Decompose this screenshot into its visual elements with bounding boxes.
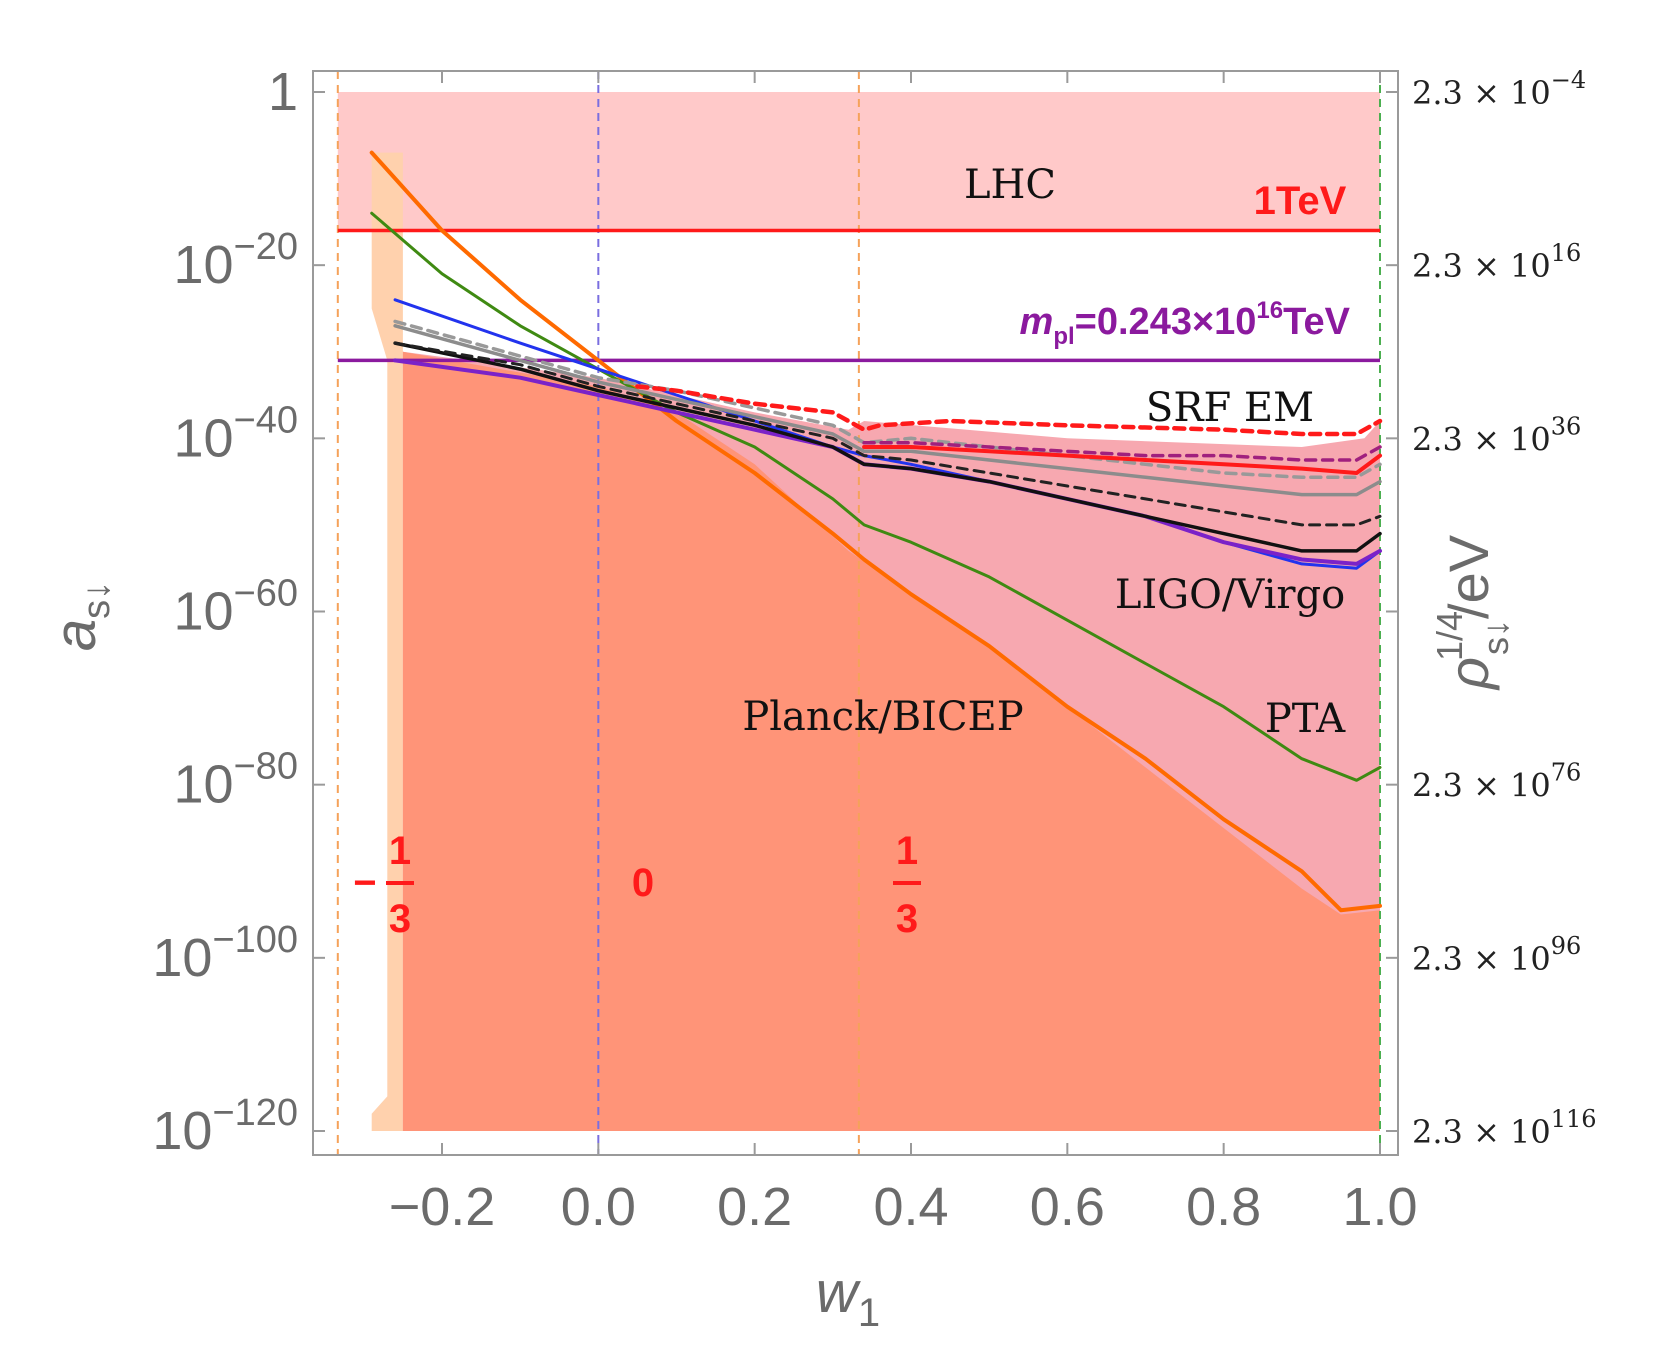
y-tick-label: 1 (268, 62, 298, 122)
y-tick-label: 10−60 (173, 573, 298, 642)
annotation-1tev: 1TeV (1254, 179, 1347, 223)
plot-frame-rect (312, 70, 1399, 1156)
series-green (370, 211, 1382, 782)
series-orange (369, 150, 1382, 913)
annotation-ligo-virgo: LIGO/Virgo (1115, 572, 1345, 618)
y-tick-label: 10−40 (173, 399, 298, 468)
annotation-minus-third-sign: − (353, 861, 376, 905)
annotation-srf-em: SRF EM (1146, 385, 1314, 431)
y2-tick-label: 2.3 × 1016 (1412, 239, 1581, 285)
y-axis-label: as↓ (43, 581, 118, 651)
y-tick-label: 10−20 (173, 226, 298, 295)
region-light-orange (371, 152, 403, 1132)
annotation-lhc: LHC (964, 162, 1056, 208)
series-black (393, 341, 1382, 553)
annotation-minus-third-den: 3 (389, 897, 411, 941)
x-tick-label: 0.6 (1030, 1177, 1105, 1237)
y-tick-label: 10−100 (152, 919, 298, 988)
series-blue (393, 298, 1382, 570)
annotation-mpl: mpl=0.243×1016TeV (1020, 297, 1351, 350)
region-planck (402, 351, 1380, 1131)
y-tick-label: 10−120 (152, 1092, 298, 1161)
series-red-dashed (635, 384, 1383, 437)
x-tick-label: 0.2 (717, 1177, 792, 1237)
annotation-third-num: 1 (896, 829, 918, 873)
series-gray (393, 324, 1382, 497)
y2-axis-label: ρ1/4 s↓/eV (1429, 534, 1516, 691)
series-red (862, 445, 1382, 475)
x-axis-label: w1 (816, 1260, 880, 1335)
x-tick-label: 0.8 (1186, 1177, 1261, 1237)
reference-horizontal-lines (337, 228, 1380, 363)
y2-tick-label: 2.3 × 1076 (1412, 759, 1581, 805)
y-tick-label: 10−80 (173, 746, 298, 815)
annotation-planck-bicep: Planck/BICEP (742, 694, 1023, 740)
series-black-dashed (393, 341, 1382, 527)
x-tick-label: 0.0 (561, 1177, 636, 1237)
x-tick-label: −0.2 (389, 1177, 496, 1237)
plot-frame (312, 70, 1399, 1156)
annotation-pta: PTA (1265, 696, 1346, 742)
y2-tick-label: 2.3 × 10−4 (1412, 66, 1586, 112)
series-purple-dashed (862, 440, 1382, 462)
series-lines (369, 150, 1383, 913)
x-tick-label: 1.0 (1342, 1177, 1417, 1237)
reference-vertical-lines (336, 71, 1381, 1155)
series-gray-dashed (393, 319, 1382, 480)
x-tick-label: 0.4 (873, 1177, 948, 1237)
annotation-third-den: 3 (896, 897, 918, 941)
annotation-zero: 0 (632, 861, 654, 905)
shaded-regions (337, 92, 1380, 1132)
y2-tick-label: 2.3 × 1096 (1412, 932, 1581, 978)
y2-tick-label: 2.3 × 1036 (1412, 412, 1581, 458)
axis-ticks: −0.2 0.0 0.2 0.4 0.6 0.8 1.0 1 2.3 × 10−4 10−20 2.… (152, 62, 1596, 1237)
annotation-minus-third-num: 1 (389, 829, 411, 873)
y2-tick-label: 2.3 × 10116 (1412, 1105, 1597, 1151)
